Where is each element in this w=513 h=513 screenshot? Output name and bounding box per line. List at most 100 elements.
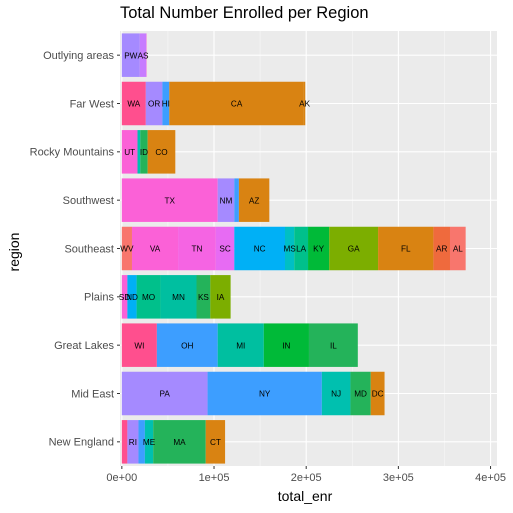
bar-segment [131,226,179,271]
bar-segment [121,178,218,222]
bar-segment [207,371,322,416]
x-tick-label: 1e+05 [199,472,230,484]
segment-label: FL [401,245,411,254]
bar-segment [321,371,351,416]
bar-segment [350,371,371,416]
segment-label: OR [148,100,160,109]
segment-label: AR [436,245,447,254]
segment-label: DC [372,390,384,399]
bar-segment [144,420,154,464]
bar-segment [234,226,285,271]
segment-label: MS [283,245,296,254]
segment-label: TN [192,245,203,254]
y-tick-label: Southwest [63,195,114,207]
segment-label: RI [129,438,137,447]
segment-label: TX [165,196,176,205]
segment-label: VA [150,245,161,254]
bar-segment [156,323,218,367]
segment-label: NJ [331,390,341,399]
bar-segment [215,226,235,271]
bar-segment [160,275,197,319]
bar-segment [121,323,157,367]
bar-segment [378,226,434,271]
chart-title: Total Number Enrolled per Region [120,4,369,22]
bar-segment [308,226,330,271]
bar-segment [169,81,304,126]
bar-segment [178,226,216,271]
segment-label: OH [181,341,193,350]
segment-label: MD [354,390,367,399]
bar-segment [217,178,235,222]
bar-segment [210,275,231,319]
segment-label: AL [453,245,463,254]
bar-segment [329,226,379,271]
bar-segment [121,371,208,416]
bar-segment [137,130,141,174]
segment-label: WI [134,341,144,350]
y-tick-label: Mid East [71,388,114,400]
bar-segment [294,226,309,271]
bar-segment [121,33,140,77]
bar-segment [433,226,450,271]
bar-segment [127,420,139,464]
segment-label: AZ [249,196,259,205]
bar-segment [138,420,145,464]
bar-segment [217,323,264,367]
bar-segment [234,178,239,222]
segment-label: NM [220,196,233,205]
segment-label: HI [162,100,170,109]
segment-label: WA [127,100,140,109]
segment-label: GA [348,245,360,254]
bar-segment [303,81,306,126]
segment-label: MI [236,341,245,350]
segment-label: KY [313,245,324,254]
segment-label: IN [282,341,290,350]
bar-segment [121,420,128,464]
segment-label: ND [126,293,138,302]
segment-label: MA [173,438,186,447]
bar-segment [308,323,358,367]
x-tick-label: 3e+05 [383,472,414,484]
segment-label: MO [142,293,155,302]
x-tick-label: 2e+05 [291,472,322,484]
bar-segment [121,130,138,174]
segment-label: SD [119,293,130,302]
bar-segment [145,81,163,126]
y-tick-label: Plains [84,292,114,304]
bar-segment [139,33,147,77]
y-tick-label: Far West [70,98,114,110]
segment-label: NY [259,390,271,399]
segment-label: PA [160,390,171,399]
segment-label: PW [124,51,137,60]
bar-segment [127,275,137,319]
bar-segment [121,81,146,126]
segment-label: NC [254,245,266,254]
bar-segment [147,130,176,174]
segment-label: IL [330,341,337,350]
bar-segment [370,371,385,416]
bar-segment [449,226,466,271]
segment-label: AK [299,100,310,109]
segment-label: MN [172,293,185,302]
bar-segment [153,420,206,464]
segment-label: SC [219,245,230,254]
y-tick-label: New England [49,437,114,449]
bar-segment [140,130,148,174]
bar-segment [238,178,270,222]
segment-label: LA [296,245,307,254]
bar-segment [121,226,132,271]
y-tick-label: Rocky Mountains [30,147,115,159]
bar-segment [284,226,295,271]
segment-label: IA [217,293,225,302]
y-tick-label: Outlying areas [43,50,114,62]
bar-segment [205,420,226,464]
y-tick-label: Great Lakes [54,340,114,352]
x-axis-title: total_enr [277,488,333,504]
segment-label: AS [138,51,149,60]
bar-segment [121,275,128,319]
segment-label: ME [143,438,156,447]
segment-label: ID [140,148,148,157]
bar-segment [162,81,170,126]
